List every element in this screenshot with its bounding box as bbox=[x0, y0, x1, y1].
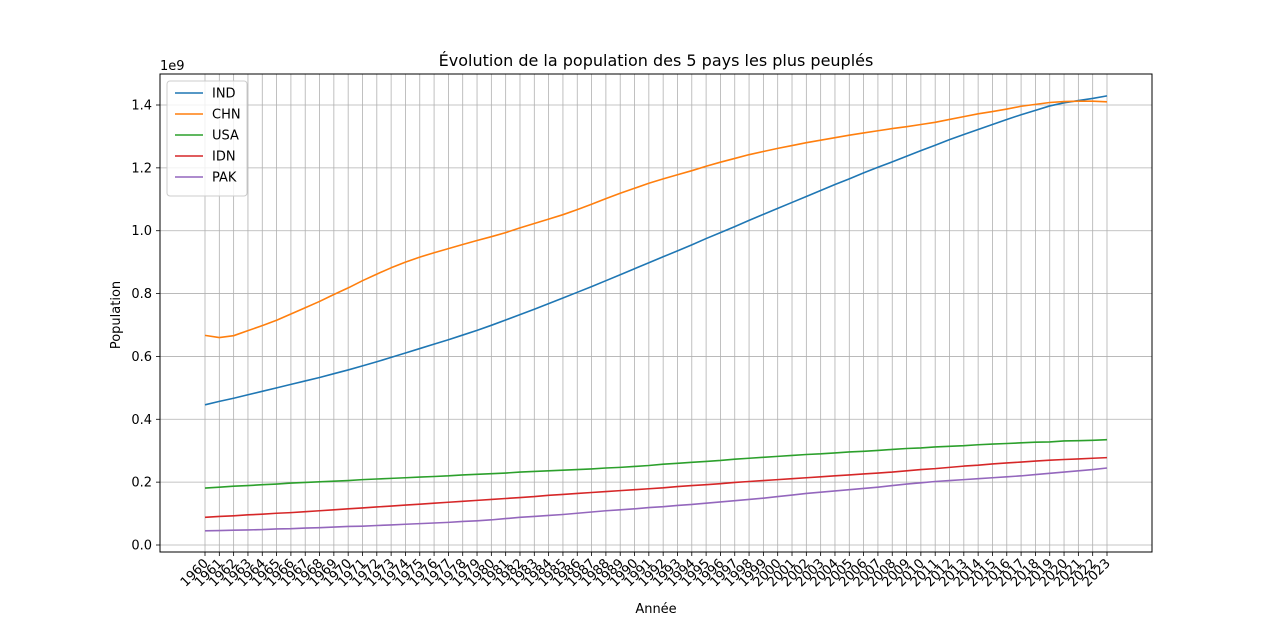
legend-box bbox=[166, 80, 248, 197]
plot-area-frame bbox=[159, 73, 1153, 553]
legend-label-idn: IDN bbox=[212, 150, 236, 165]
y-tick-label: 0.4 bbox=[131, 413, 152, 428]
y-tick-label: 1.2 bbox=[131, 161, 152, 176]
series-lines bbox=[204, 95, 1108, 532]
legend-label-pak: PAK bbox=[212, 171, 237, 186]
y-tick-label: 0.0 bbox=[131, 539, 152, 554]
legend-label-ind: IND bbox=[212, 87, 236, 102]
y-tick-label: 0.6 bbox=[131, 350, 152, 365]
chart-title: Évolution de la population des 5 pays le… bbox=[439, 51, 874, 70]
y-tick-label: 1.0 bbox=[131, 224, 152, 239]
legend-label-chn: CHN bbox=[212, 108, 241, 123]
x-axis-label: Année bbox=[635, 602, 676, 617]
series-line-usa bbox=[204, 438, 1108, 489]
y-axis-ticks: 0.0 0.2 0.4 0.6 0.8 1.0 1.2 1.4 bbox=[131, 99, 160, 554]
y-tick-label: 0.8 bbox=[131, 287, 152, 302]
series-line-pak bbox=[204, 467, 1108, 532]
series-line-chn bbox=[204, 100, 1108, 339]
y-tick-label: 0.2 bbox=[131, 476, 152, 491]
series-line-ind bbox=[204, 95, 1108, 406]
y-axis-label: Population bbox=[109, 281, 124, 349]
series-line-idn bbox=[204, 456, 1108, 519]
y-tick-label: 1.4 bbox=[131, 99, 152, 114]
legend: IND CHN USA IDN PAK bbox=[166, 80, 248, 197]
y-axis-offset-label: 1e9 bbox=[160, 59, 185, 74]
grid-lines bbox=[160, 74, 1152, 552]
x-axis-ticks: 1960196119621963196419651966196719681969… bbox=[178, 552, 1114, 590]
legend-label-usa: USA bbox=[212, 129, 239, 144]
